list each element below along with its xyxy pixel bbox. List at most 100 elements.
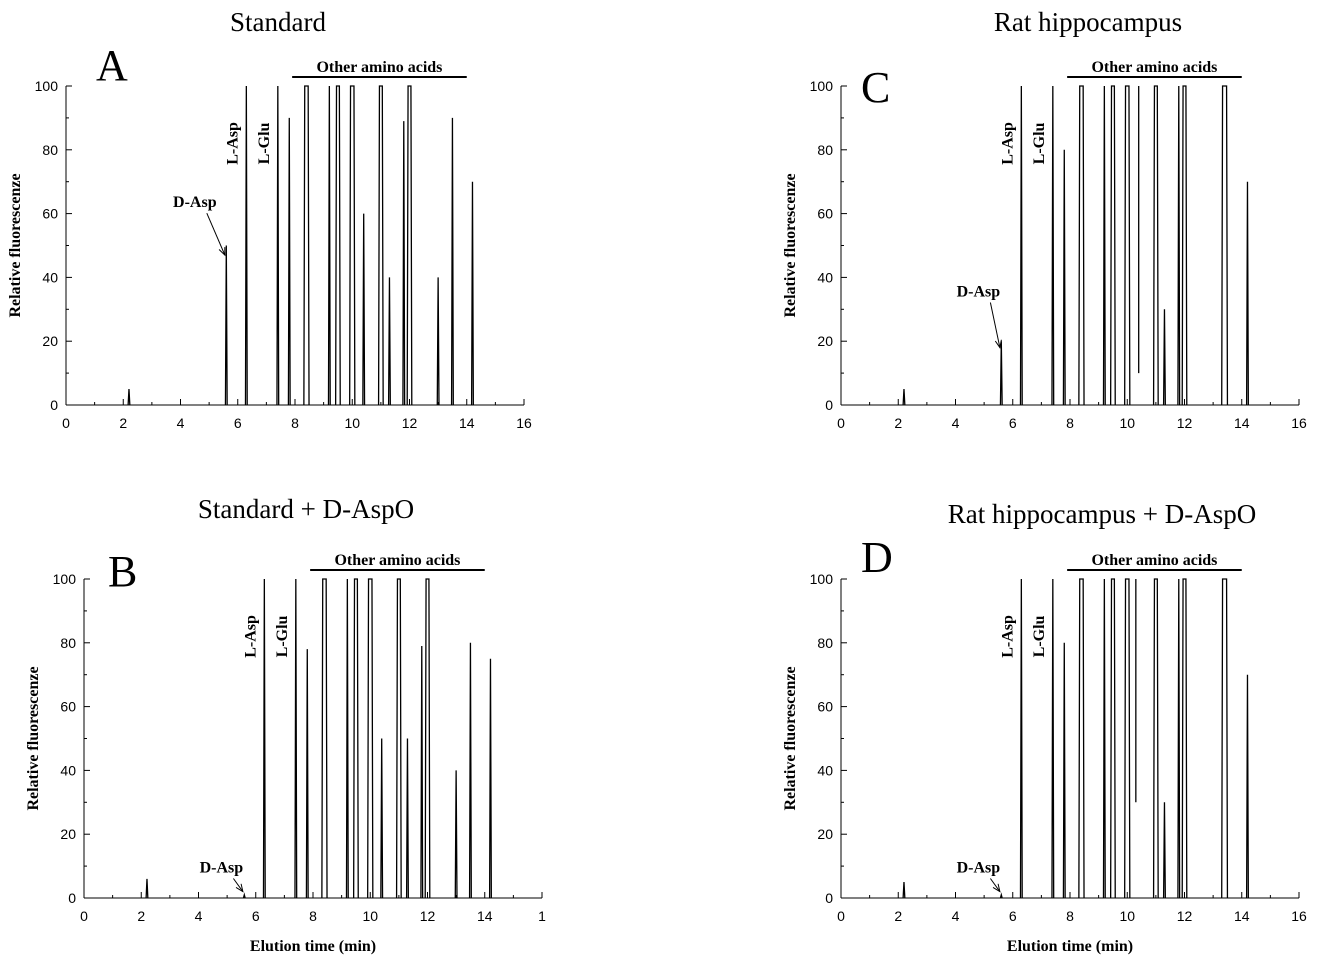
- y-tick-label: 20: [42, 333, 58, 349]
- peak: [276, 85, 280, 406]
- y-tick-label: 20: [817, 333, 833, 349]
- peak: [294, 578, 298, 899]
- arrow-line: [232, 878, 244, 892]
- peak: [1152, 578, 1159, 899]
- peak: [1051, 85, 1055, 406]
- peak: [436, 277, 440, 406]
- peak: [902, 882, 906, 899]
- y-tick-label: 100: [810, 571, 834, 587]
- x-tick-label: 6: [1009, 908, 1017, 924]
- peak: [420, 645, 424, 899]
- peak: [1124, 85, 1131, 406]
- peak-label-d-asp: D-Asp: [173, 194, 217, 211]
- peak: [145, 878, 149, 899]
- y-tick-label: 80: [817, 635, 833, 651]
- peak: [334, 85, 341, 406]
- x-tick-label: 4: [952, 415, 960, 431]
- x-tick-label: 10: [362, 908, 378, 924]
- x-tick-label: 14: [477, 908, 493, 924]
- peak-label-l-glu: L-Glu: [274, 615, 291, 657]
- panel-title: Standard: [230, 7, 326, 37]
- x-axis-label: Elution time (min): [1007, 938, 1133, 955]
- x-tick-label: 6: [234, 415, 242, 431]
- y-tick-label: 0: [825, 890, 833, 906]
- peak: [1110, 85, 1116, 406]
- y-tick-label: 40: [817, 269, 833, 285]
- x-tick-label: 12: [1177, 908, 1193, 924]
- peak-label-l-glu: L-Glu: [1031, 122, 1048, 164]
- x-tick-label: 2: [894, 908, 902, 924]
- y-tick-label: 40: [60, 762, 76, 778]
- x-tick-label: 0: [837, 415, 845, 431]
- x-tick-label: 14: [459, 415, 475, 431]
- peak: [402, 121, 406, 406]
- peak: [1051, 578, 1055, 899]
- peak-label-d-asp: D-Asp: [957, 284, 1001, 301]
- peak: [1102, 85, 1106, 406]
- x-tick-label: 4: [952, 908, 960, 924]
- arrow-line: [989, 302, 1001, 348]
- x-tick-label: 8: [1066, 415, 1074, 431]
- x-tick-label: 0: [837, 908, 845, 924]
- peak-label-l-glu: L-Glu: [256, 122, 273, 164]
- peak: [287, 117, 291, 406]
- peak: [1152, 85, 1159, 406]
- peak-label-d-asp: D-Asp: [200, 859, 244, 876]
- y-tick-label: 20: [817, 826, 833, 842]
- x-tick-label: 10: [1119, 908, 1135, 924]
- x-tick-label: 8: [309, 908, 317, 924]
- y-tick-label: 20: [60, 826, 76, 842]
- peak-label-l-asp: L-Asp: [1000, 122, 1017, 165]
- peak: [470, 181, 474, 406]
- other-amino-acids-label: Other amino acids: [316, 59, 442, 76]
- y-tick-label: 40: [817, 762, 833, 778]
- x-tick-label: 6: [252, 908, 260, 924]
- x-tick-label: 4: [177, 415, 185, 431]
- x-tick-label: 12: [402, 415, 418, 431]
- arrow-head: [992, 883, 1001, 893]
- peak: [377, 85, 384, 406]
- y-tick-label: 0: [68, 890, 76, 906]
- panel-title: Rat hippocampus: [994, 7, 1182, 37]
- y-tick-label: 100: [53, 571, 77, 587]
- peak: [1124, 578, 1131, 899]
- peak: [1221, 578, 1229, 899]
- panel-title: Rat hippocampus + D-AspO: [948, 499, 1256, 529]
- panel-c: Rat hippocampus C 0 2 4 6 8 10 12 14 16 0 20 40 60 80 10…: [782, 7, 1307, 431]
- peak: [305, 649, 309, 899]
- arrow-head: [235, 883, 244, 893]
- peak: [1062, 642, 1066, 899]
- peak: [1110, 578, 1116, 899]
- peak: [352, 578, 359, 899]
- x-tick-label: 2: [894, 415, 902, 431]
- y-axis-label: Relative fluorescenze: [7, 173, 24, 317]
- x-tick-label: 2: [137, 908, 145, 924]
- x-tick-label: 10: [1119, 415, 1135, 431]
- y-tick-label: 0: [50, 397, 58, 413]
- x-tick-label: 16: [1291, 415, 1307, 431]
- peak: [1181, 578, 1188, 899]
- peak: [244, 85, 248, 406]
- y-tick-label: 100: [810, 78, 834, 94]
- x-tick-label: 14: [1234, 908, 1250, 924]
- peak: [1019, 578, 1023, 899]
- peak: [1162, 309, 1166, 406]
- other-amino-acids-label: Other amino acids: [1091, 59, 1217, 76]
- arrow-head: [994, 339, 1002, 349]
- peak: [1177, 85, 1181, 406]
- peak: [488, 658, 492, 899]
- y-axis-label: Relative fluorescenze: [782, 173, 799, 317]
- x-tick-label: 14: [1234, 415, 1250, 431]
- y-tick-label: 60: [60, 699, 76, 715]
- x-tick-label: 8: [1066, 908, 1074, 924]
- arrow-head: [218, 247, 226, 257]
- peak: [999, 892, 1003, 899]
- x-tick-label: 0: [62, 415, 70, 431]
- peak: [454, 770, 458, 899]
- peak: [303, 85, 310, 406]
- peak: [1181, 85, 1188, 406]
- y-tick-label: 60: [817, 699, 833, 715]
- peak: [1062, 149, 1066, 406]
